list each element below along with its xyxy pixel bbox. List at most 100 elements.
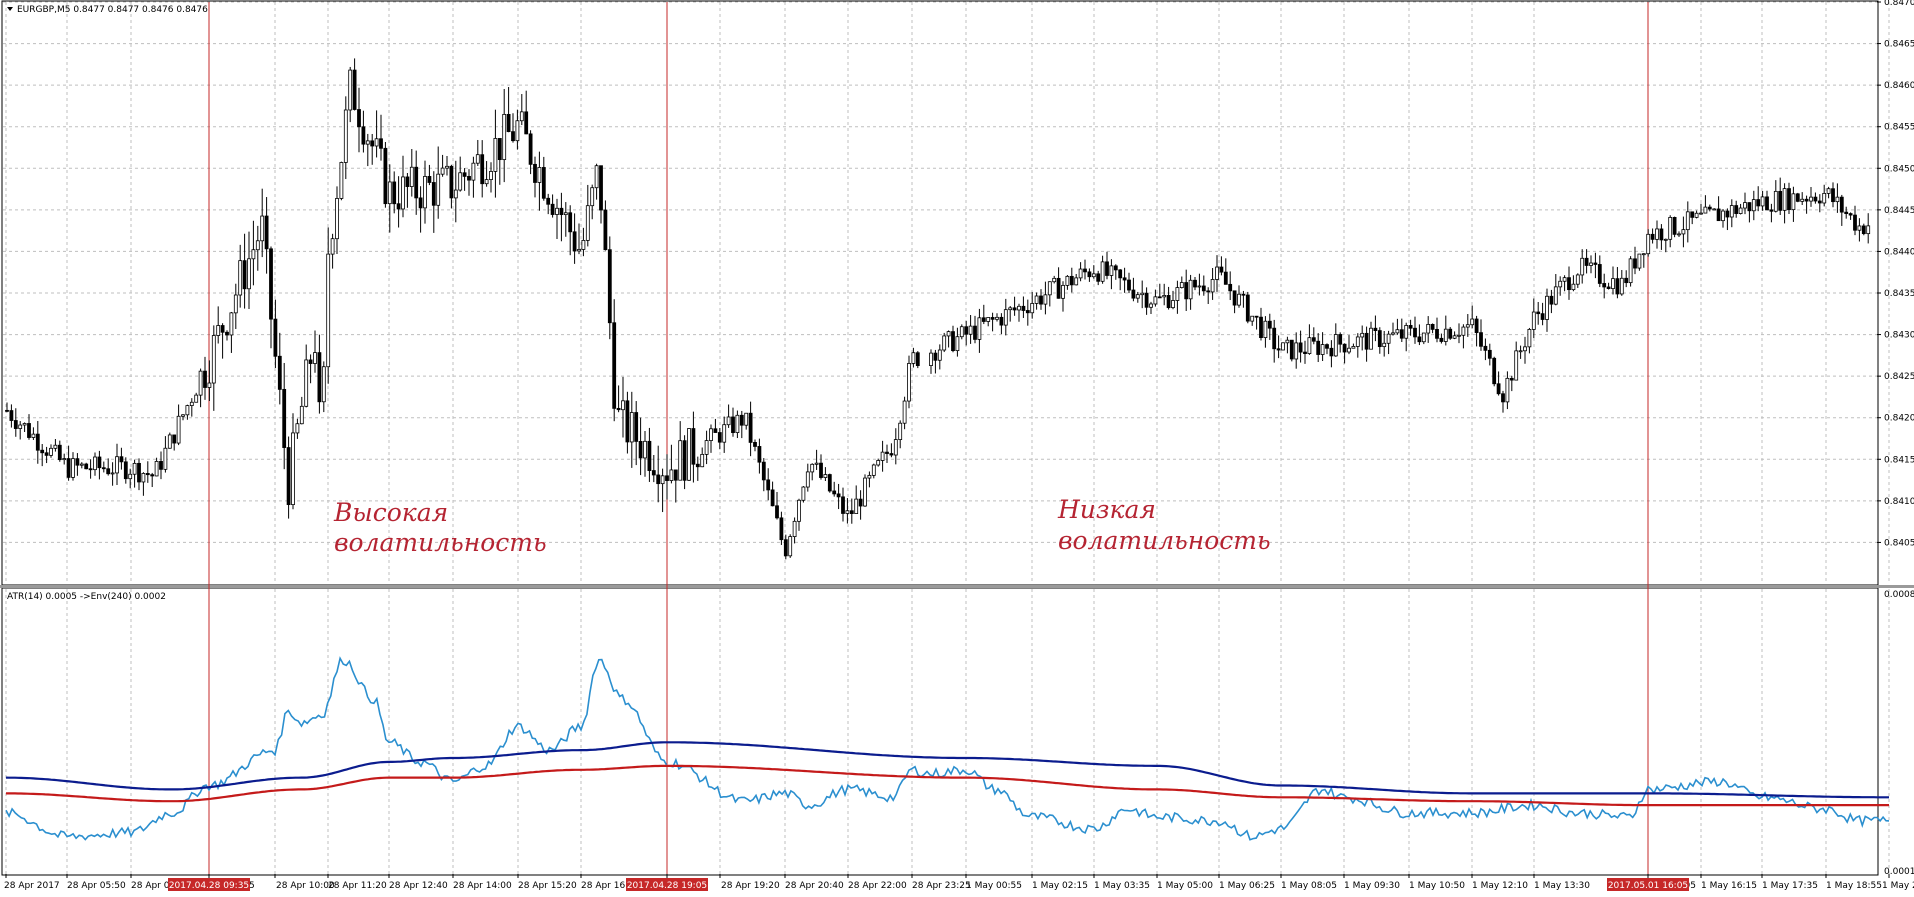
candle-body [1518, 350, 1523, 353]
candle-body [1659, 228, 1664, 241]
candle-body [951, 331, 955, 352]
candle-body [1430, 323, 1435, 330]
time-tick-label: 28 Apr 05:50 [67, 881, 126, 891]
candle-body [902, 400, 907, 424]
candle-body [1694, 212, 1699, 218]
candle-body [656, 474, 661, 485]
candle-body [1237, 293, 1241, 306]
candle-body [1347, 347, 1351, 353]
candle-body [783, 539, 788, 557]
candle-body [308, 359, 313, 364]
candle-body [1342, 343, 1347, 353]
candle-body [1703, 206, 1708, 214]
time-tick-label: 28 Apr 14:00 [453, 881, 512, 891]
candle-body [436, 173, 441, 206]
time-tick-label: 28 Apr 07:20 [131, 881, 190, 891]
candle-body [1364, 332, 1369, 350]
candle-body [1162, 295, 1167, 298]
candle-body [1303, 351, 1307, 354]
candle-body [1672, 217, 1677, 235]
candle-body [1619, 277, 1624, 295]
candle-body [1809, 196, 1813, 202]
time-tick-label: 1 May 17:35 [1762, 881, 1818, 891]
candle-body [871, 464, 876, 476]
candle-body [1509, 377, 1514, 381]
candle-body [1333, 334, 1338, 357]
candle-body [1558, 280, 1563, 288]
candle-body [1531, 311, 1536, 330]
candle-body [594, 165, 599, 189]
price-tick-label: 0.8455 [1884, 123, 1914, 133]
candle-body [1289, 339, 1294, 360]
candle-body [295, 423, 300, 434]
candle-body [665, 475, 669, 481]
candle-body [836, 493, 841, 498]
candle-body [1267, 320, 1272, 329]
candle-body [163, 447, 168, 470]
candle-body [876, 460, 881, 466]
candle-body [1853, 214, 1857, 231]
candle-body [198, 370, 203, 396]
time-tick-label: 28 Apr 20:40 [785, 881, 844, 891]
candle-body [207, 382, 212, 388]
candle-body [211, 335, 216, 384]
candle-body [858, 498, 863, 507]
price-tick-label: 0.8470 [1884, 0, 1914, 8]
candle-body [863, 477, 867, 507]
candle-body [1681, 229, 1686, 235]
candle-body [1778, 190, 1783, 211]
candle-body [1047, 281, 1052, 296]
candle-body [1483, 345, 1488, 351]
candle-body [291, 432, 295, 506]
candle-body [1527, 329, 1532, 348]
candle-body [1320, 344, 1325, 355]
candle-body [1584, 257, 1589, 266]
candle-body [255, 240, 260, 251]
candle-body [1448, 328, 1453, 339]
annotation-high-line1: Высокая [333, 498, 448, 527]
candle-body [1457, 334, 1461, 337]
candle-body [546, 197, 551, 205]
candle-body [563, 212, 568, 216]
price-tick-label: 0.8435 [1884, 289, 1914, 299]
candle-body [335, 198, 339, 240]
candle-body [1193, 279, 1197, 288]
candle-body [185, 405, 190, 416]
indicator-lines [5, 656, 1890, 841]
price-tick-label: 0.8405 [1884, 538, 1914, 548]
candle-body [238, 260, 243, 296]
candle-body [1325, 344, 1329, 349]
candle-body [1263, 320, 1268, 339]
candle-body [1338, 334, 1343, 345]
candle-body [511, 131, 515, 142]
candle-body [449, 165, 454, 199]
candle-body [71, 458, 75, 478]
candle-body [1800, 198, 1805, 202]
candle-body [1826, 188, 1831, 194]
candle-body [1140, 292, 1145, 296]
price-tick-label: 0.8450 [1884, 164, 1914, 174]
indicator-pane-header: ATR(14) 0.0005 ->Env(240) 0.0002 [7, 592, 166, 602]
candle-body [1078, 268, 1083, 279]
candle-body [414, 166, 419, 199]
candle-body [739, 414, 744, 426]
candle-body [387, 181, 392, 205]
candle-body [88, 468, 93, 471]
candle-body [330, 238, 335, 255]
candle-body [220, 325, 225, 333]
candle-body [1131, 289, 1136, 299]
time-marker-label: 2017.04.28 09:35 [169, 881, 249, 891]
candle-body [647, 440, 652, 471]
candle-body [427, 176, 432, 183]
menu-triangle-icon[interactable] [7, 7, 13, 11]
candle-body [1034, 295, 1039, 304]
annotation-low-line1: Низкая [1057, 495, 1156, 524]
candle-body [1052, 277, 1057, 283]
candle-body [1606, 286, 1611, 289]
candle-body [1465, 324, 1470, 328]
candle-body [1589, 262, 1593, 266]
candle-body [1615, 278, 1620, 295]
candle-body [1395, 329, 1400, 334]
time-tick-label: 1 May 02:15 [1032, 881, 1088, 891]
